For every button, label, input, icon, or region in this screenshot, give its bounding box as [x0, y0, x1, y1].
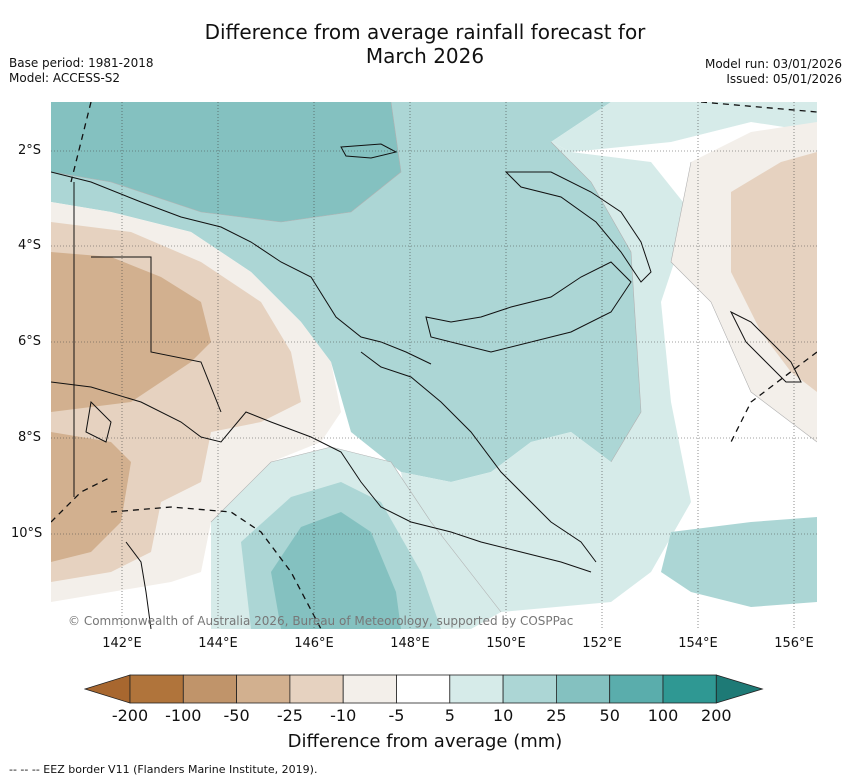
cape-york [125, 541, 152, 629]
lat-tick-6s: 6°S [18, 334, 42, 349]
colorbar-tick-label: 10 [492, 706, 514, 725]
new-guinea-south-coast [51, 381, 592, 573]
colorbar-bin [449, 674, 504, 704]
colorbar-tick-label: -5 [388, 706, 405, 725]
dry-zone-east [731, 152, 817, 392]
model-run: Model run: 03/01/2026 [704, 57, 842, 71]
lon-tick-148e: 148°E [390, 636, 430, 651]
map-title: Difference from average rainfall forecas… [204, 20, 646, 68]
papuan-peninsula [360, 351, 597, 563]
wet-zone-light-east [401, 142, 691, 612]
lon-tick-154e: 154°E [678, 636, 718, 651]
base-period: Base period: 1981-2018 [9, 56, 154, 70]
new-britain [425, 261, 632, 353]
colorbar-bin [502, 674, 557, 704]
issued-date: Issued: 05/01/2026 [726, 72, 842, 86]
torres-strait-coast [85, 400, 112, 443]
colorbar-bin [342, 674, 397, 704]
run-info: Model run: 03/01/2026 Issued: 05/01/2026 [705, 57, 842, 87]
colorbar-extend-high [715, 674, 764, 704]
colorbar-title: Difference from average (mm) [287, 731, 563, 752]
colorbar-tick-label: 200 [701, 706, 732, 725]
colorbar-bin [662, 674, 717, 704]
wet-zone-northwest [51, 102, 401, 222]
colorbar-extend-low [84, 674, 131, 704]
colorbar-tick-label: -200 [111, 706, 149, 725]
lat-tick-8s: 8°S [18, 430, 42, 445]
colorbar-tick-label: 100 [647, 706, 679, 725]
contour-lines [51, 102, 817, 613]
colorbar-tick-label: -25 [276, 706, 303, 725]
model-name: Model: ACCESS-S2 [9, 71, 121, 85]
base-model-info: Base period: 1981-2018 Model: ACCESS-S2 [9, 56, 154, 86]
dry-zone-inland [51, 432, 131, 562]
province-border [91, 256, 222, 413]
borders [73, 182, 222, 497]
lon-tick-142e: 142°E [102, 636, 142, 651]
colorbar-tick-label: 50 [599, 706, 620, 725]
colorbar-tick-label: -100 [165, 706, 202, 725]
lon-tick-144e: 144°E [198, 636, 238, 651]
colorbar-bin [129, 674, 184, 704]
bougainville [729, 310, 802, 383]
dry-zone-west-strong [51, 252, 211, 412]
coastlines [51, 143, 802, 629]
wet-zone-southeast [661, 517, 817, 607]
lat-tick-2s: 2°S [18, 143, 42, 158]
colorbar-bin [182, 674, 238, 704]
lon-tick-152e: 152°E [582, 636, 622, 651]
copyright-notice: © Commonwealth of Australia 2026, Bureau… [68, 614, 574, 628]
wet-zone-central [51, 102, 641, 482]
colorbar-bin [236, 674, 291, 704]
lon-tick-156e: 156°E [774, 636, 814, 651]
wet-zone-south-strong [271, 512, 401, 629]
colorbar-tick-label: 25 [546, 706, 567, 725]
colorbar-bin [289, 674, 344, 704]
eez-borders [51, 102, 817, 629]
rainfall-map [51, 102, 817, 629]
colorbar-tick-label: -10 [330, 706, 357, 725]
eez-footnote: -- -- -- EEZ border V11 (Flanders Marine… [9, 763, 318, 776]
wet-zone-light-northeast [551, 102, 817, 152]
colorbar [84, 674, 764, 704]
colorbar-bin [396, 674, 451, 704]
graticule [51, 102, 817, 629]
colorbar-tick-label: -50 [223, 706, 250, 725]
colorbar-tick-label: 5 [444, 706, 455, 725]
colorbar-bin [555, 674, 611, 704]
colorbar-bin [609, 674, 664, 704]
lon-tick-150e: 150°E [486, 636, 526, 651]
lat-tick-4s: 4°S [18, 238, 42, 253]
new-ireland [504, 171, 652, 283]
lat-tick-10s: 10°S [11, 526, 43, 541]
manus-island [340, 143, 398, 159]
lon-tick-146e: 146°E [294, 636, 334, 651]
